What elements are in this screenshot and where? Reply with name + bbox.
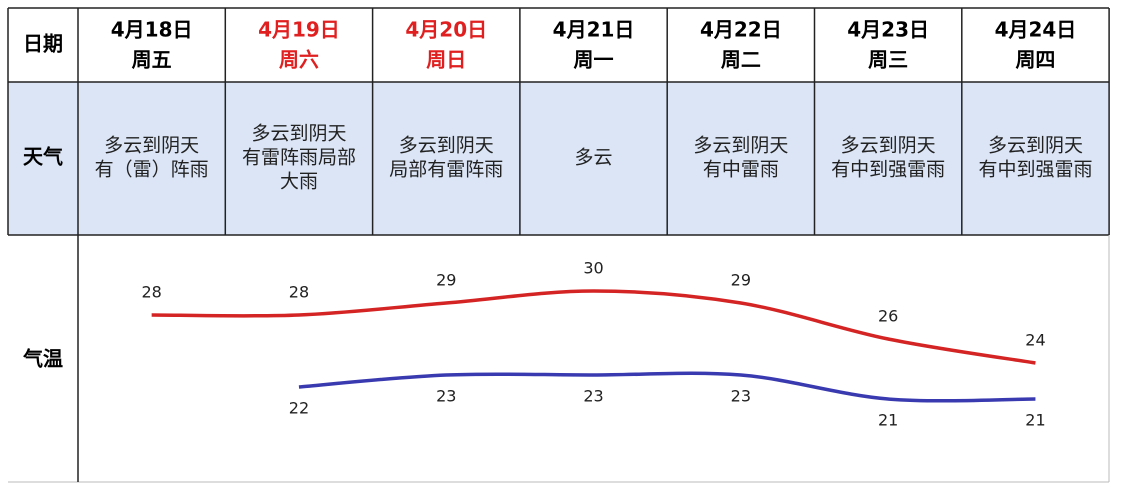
temperature-line [151, 289, 1036, 365]
data-label: 23 [436, 387, 456, 406]
date: 4月24日 [995, 18, 1077, 42]
row-label: 气温 [22, 347, 63, 371]
temperature-line [298, 371, 1036, 403]
weekday: 周五 [132, 48, 172, 72]
data-label: 21 [1025, 411, 1045, 430]
weather-text: 有雷阵雨局部 [242, 147, 356, 169]
row-label: 天气 [23, 145, 63, 169]
data-label: 28 [289, 283, 309, 302]
date: 4月23日 [847, 18, 929, 42]
weekday: 周三 [868, 48, 908, 72]
weather-row-bg [78, 82, 1109, 235]
weather-text: 多云到阴天 [841, 135, 936, 157]
weekday: 周日 [426, 48, 466, 72]
date: 4月21日 [553, 18, 635, 42]
data-label: 30 [583, 259, 603, 278]
weather-text: 局部有雷阵雨 [389, 159, 503, 181]
weekday: 周四 [1015, 48, 1055, 72]
weather-text: 有中到强雷雨 [978, 159, 1092, 181]
weather-text: 多云到阴天 [399, 135, 494, 157]
row-label: 日期 [23, 32, 63, 56]
date: 4月20日 [405, 18, 487, 42]
data-label: 26 [878, 307, 898, 326]
data-label: 29 [731, 271, 751, 290]
weather-text: 有（雷）阵雨 [95, 159, 209, 181]
data-label: 23 [731, 387, 751, 406]
weather-text: 有中雷雨 [703, 159, 779, 181]
data-label: 21 [878, 411, 898, 430]
weather-text: 多云 [575, 147, 613, 169]
data-label: 22 [289, 399, 309, 418]
weekday: 周一 [574, 48, 614, 72]
weather-text: 大雨 [280, 171, 318, 193]
weather-text: 多云到阴天 [988, 135, 1083, 157]
data-label: 28 [141, 283, 161, 302]
weather-text: 多云到阴天 [104, 135, 199, 157]
data-label: 23 [583, 387, 603, 406]
weather-text: 有中到强雷雨 [831, 159, 945, 181]
data-label: 24 [1025, 331, 1045, 350]
data-label: 29 [436, 271, 456, 290]
weekday: 周二 [721, 48, 761, 72]
date: 4月19日 [258, 18, 340, 42]
weather-text: 多云到阴天 [251, 123, 346, 145]
date: 4月22日 [700, 18, 782, 42]
weekday: 周六 [279, 48, 319, 72]
weather-label-bg [8, 82, 78, 235]
date: 4月18日 [111, 18, 193, 42]
weather-text: 多云到阴天 [693, 135, 788, 157]
